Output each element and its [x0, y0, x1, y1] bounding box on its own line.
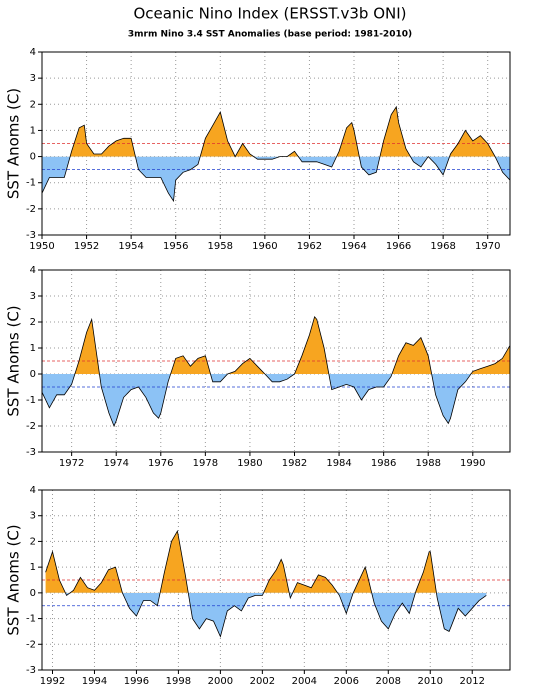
x-tick-label: 1980: [237, 458, 262, 469]
chart-subtitle: 3mrm Nino 3.4 SST Anomalies (base period…: [128, 30, 412, 40]
y-tick-label: 2: [30, 99, 36, 110]
y-tick-label: 4: [30, 485, 36, 496]
x-tick-label: 1974: [103, 458, 128, 469]
y-tick-label: 1: [30, 562, 36, 573]
y-tick-label: 3: [30, 291, 36, 302]
y-tick-label: -1: [26, 395, 36, 406]
series-line: [41, 105, 511, 203]
area-positive: [42, 316, 510, 374]
x-tick-label: 1970: [475, 241, 500, 252]
y-tick-label: -3: [26, 447, 36, 458]
x-tick-label: 2008: [376, 676, 401, 687]
y-tick-label: -2: [26, 639, 36, 650]
area-negative: [65, 592, 487, 637]
x-tick-label: 2002: [250, 676, 275, 687]
x-tick-label: 1988: [415, 458, 440, 469]
x-tick-label: 2000: [208, 676, 233, 687]
plot-frame: [41, 489, 511, 671]
x-tick-label: 1986: [371, 458, 396, 469]
x-tick-label: 1990: [460, 458, 485, 469]
area-positive: [45, 531, 487, 593]
plot-frame: [41, 269, 511, 453]
x-tick-label: 1972: [59, 458, 84, 469]
x-tick-label: 1956: [163, 241, 188, 252]
y-tick-label: 1: [30, 343, 36, 354]
y-tick-label: -3: [26, 230, 36, 241]
y-tick-label: -1: [26, 178, 36, 189]
x-tick-label: 1952: [74, 241, 99, 252]
x-tick-label: 1950: [29, 241, 54, 252]
x-tick-label: 1966: [386, 241, 411, 252]
area-negative: [42, 156, 510, 201]
x-tick-label: 1964: [341, 241, 366, 252]
x-tick-label: 1996: [124, 676, 149, 687]
x-tick-label: 1982: [282, 458, 307, 469]
series-line: [45, 529, 487, 638]
y-axis-label: SST Anoms (C): [5, 88, 23, 199]
x-tick-label: 1976: [148, 458, 173, 469]
y-tick-label: 0: [30, 369, 36, 380]
x-tick-label: 2006: [334, 676, 359, 687]
series-line: [41, 315, 511, 428]
y-tick-label: 4: [30, 265, 36, 276]
x-tick-label: 1954: [118, 241, 143, 252]
x-tick-label: 1958: [208, 241, 233, 252]
y-tick-label: 2: [30, 536, 36, 547]
area-positive: [42, 106, 510, 157]
x-tick-label: 1962: [297, 241, 322, 252]
y-tick-label: -2: [26, 421, 36, 432]
y-tick-label: 0: [30, 588, 36, 599]
x-tick-label: 2010: [418, 676, 443, 687]
area-negative: [42, 374, 510, 426]
x-tick-label: 1992: [40, 676, 65, 687]
x-tick-label: 1978: [193, 458, 218, 469]
x-tick-label: 1994: [82, 676, 107, 687]
x-tick-label: 2004: [292, 676, 317, 687]
x-tick-label: 1984: [326, 458, 351, 469]
y-tick-label: 0: [30, 152, 36, 163]
x-tick-label: 1998: [166, 676, 191, 687]
y-tick-label: -1: [26, 614, 36, 625]
x-tick-label: 1968: [430, 241, 455, 252]
chart-title: Oceanic Nino Index (ERSST.v3b ONI): [133, 5, 406, 23]
x-tick-label: 2012: [459, 676, 484, 687]
y-axis-label: SST Anoms (C): [5, 305, 23, 416]
y-tick-label: 1: [30, 125, 36, 136]
plot-frame: [41, 51, 511, 236]
y-tick-label: -2: [26, 204, 36, 215]
y-axis-label: SST Anoms (C): [5, 524, 23, 635]
y-tick-label: 3: [30, 511, 36, 522]
y-tick-label: -3: [26, 665, 36, 676]
y-tick-label: 4: [30, 47, 36, 58]
x-tick-label: 1960: [252, 241, 277, 252]
y-tick-label: 2: [30, 317, 36, 328]
y-tick-label: 3: [30, 73, 36, 84]
